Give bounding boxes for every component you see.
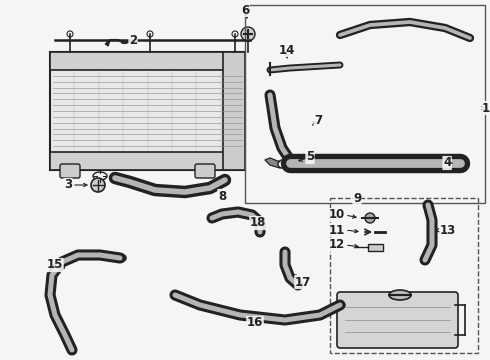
Text: 12: 12: [329, 238, 345, 252]
Text: 10: 10: [329, 208, 345, 221]
Circle shape: [365, 213, 375, 223]
Text: 3: 3: [64, 179, 72, 192]
Text: 17: 17: [295, 275, 311, 288]
Text: 8: 8: [218, 189, 226, 202]
Circle shape: [232, 31, 238, 37]
Text: 5: 5: [306, 150, 314, 163]
Bar: [223, 52, 245, 170]
Text: 2: 2: [129, 33, 137, 46]
Circle shape: [91, 178, 105, 192]
FancyBboxPatch shape: [60, 164, 80, 178]
FancyBboxPatch shape: [195, 164, 215, 178]
Circle shape: [241, 27, 255, 41]
Text: 4: 4: [443, 157, 451, 170]
Polygon shape: [106, 40, 110, 46]
Text: 18: 18: [250, 216, 266, 230]
Text: 9: 9: [353, 192, 361, 204]
Text: 14: 14: [279, 44, 295, 57]
Bar: [50, 52, 245, 70]
Bar: [50, 52, 245, 170]
FancyBboxPatch shape: [337, 292, 458, 348]
Ellipse shape: [335, 302, 345, 308]
Text: 11: 11: [329, 224, 345, 237]
Bar: [330, 198, 478, 353]
Text: 16: 16: [247, 316, 263, 329]
Bar: [50, 152, 245, 170]
Circle shape: [278, 160, 286, 168]
Ellipse shape: [114, 254, 126, 262]
Circle shape: [147, 31, 153, 37]
Text: 6: 6: [241, 4, 249, 17]
Bar: [245, 5, 485, 203]
Text: 13: 13: [440, 224, 456, 237]
Polygon shape: [265, 158, 280, 168]
Text: 7: 7: [314, 113, 322, 126]
Circle shape: [67, 31, 73, 37]
Bar: [368, 244, 383, 251]
Ellipse shape: [389, 290, 411, 300]
Text: 1: 1: [482, 102, 490, 114]
Text: 15: 15: [47, 258, 63, 271]
